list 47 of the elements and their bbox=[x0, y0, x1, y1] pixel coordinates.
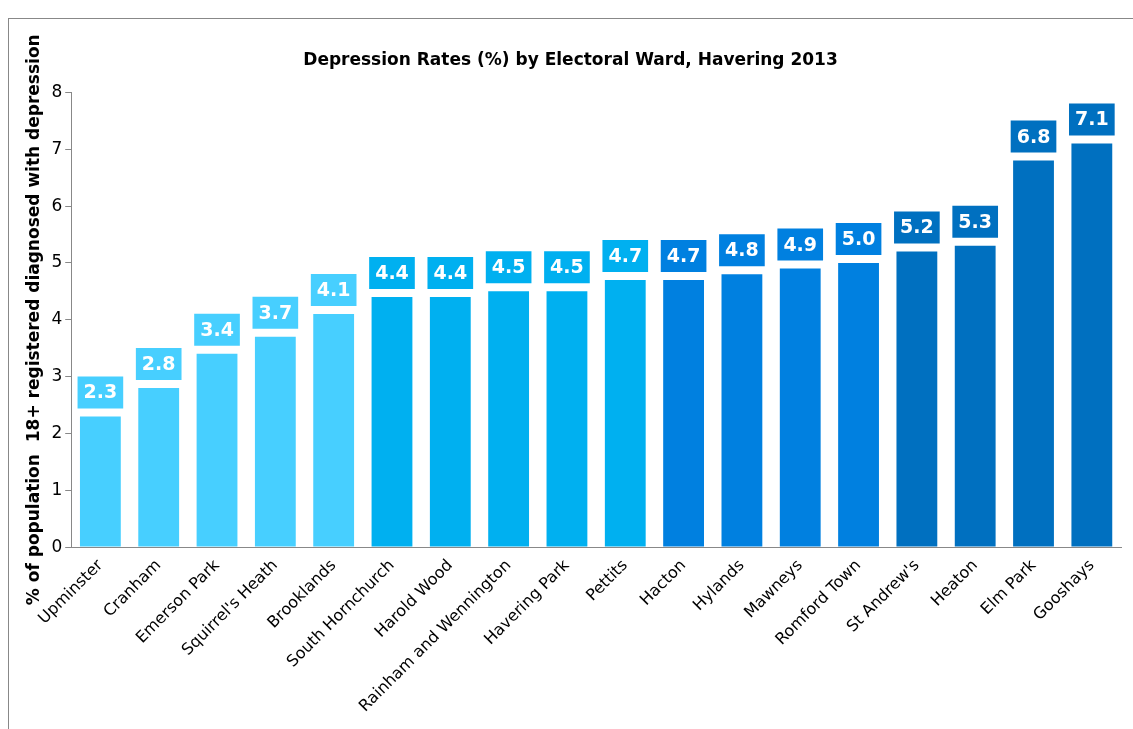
bar bbox=[604, 279, 646, 547]
y-axis-title: % of population 18+ registered diagnosed with depression bbox=[22, 34, 43, 606]
data-label: 4.4 bbox=[433, 260, 468, 283]
bar bbox=[954, 245, 996, 547]
y-tick-label: 0 bbox=[51, 535, 63, 556]
bar bbox=[546, 291, 588, 547]
bar bbox=[371, 297, 413, 547]
data-label: 5.3 bbox=[958, 209, 993, 232]
y-tick-label: 1 bbox=[51, 478, 63, 499]
y-tick-label: 4 bbox=[51, 308, 63, 329]
bar bbox=[254, 336, 296, 547]
bar bbox=[1013, 160, 1054, 547]
bar bbox=[429, 297, 471, 547]
bar bbox=[721, 274, 763, 547]
data-label: 3.7 bbox=[258, 300, 293, 323]
y-tick-label: 6 bbox=[51, 194, 63, 215]
bar bbox=[196, 353, 238, 547]
data-label: 4.5 bbox=[550, 255, 584, 278]
data-label: 3.4 bbox=[200, 317, 234, 340]
y-tick-label: 8 bbox=[51, 80, 63, 101]
data-label: 5.0 bbox=[841, 226, 876, 249]
y-tick-label: 7 bbox=[51, 137, 63, 158]
y-tick-label: 5 bbox=[51, 251, 63, 272]
data-label: 2.8 bbox=[141, 351, 176, 374]
data-label: 7.1 bbox=[1075, 107, 1109, 130]
data-label: 2.3 bbox=[83, 380, 118, 403]
data-label: 4.1 bbox=[316, 278, 351, 301]
bar bbox=[79, 416, 121, 547]
bar bbox=[779, 268, 821, 547]
bar bbox=[488, 291, 530, 547]
chart-title: Depression Rates (%) by Electoral Ward, Havering 2013 bbox=[303, 48, 838, 69]
bar bbox=[138, 387, 180, 547]
data-label: 4.8 bbox=[725, 238, 759, 261]
data-label: 6.8 bbox=[1016, 124, 1051, 147]
bar bbox=[838, 262, 879, 547]
data-label: 4.7 bbox=[608, 243, 643, 266]
data-label: 5.2 bbox=[900, 215, 934, 238]
data-label: 4.4 bbox=[375, 260, 409, 283]
y-tick-label: 3 bbox=[51, 365, 63, 386]
bar bbox=[896, 251, 938, 547]
data-label: 4.7 bbox=[666, 243, 701, 266]
bar bbox=[313, 314, 355, 547]
bar bbox=[663, 279, 704, 547]
bar bbox=[1071, 143, 1113, 547]
data-label: 4.9 bbox=[783, 232, 818, 255]
y-tick-label: 2 bbox=[51, 421, 63, 442]
data-label: 4.5 bbox=[491, 255, 526, 278]
